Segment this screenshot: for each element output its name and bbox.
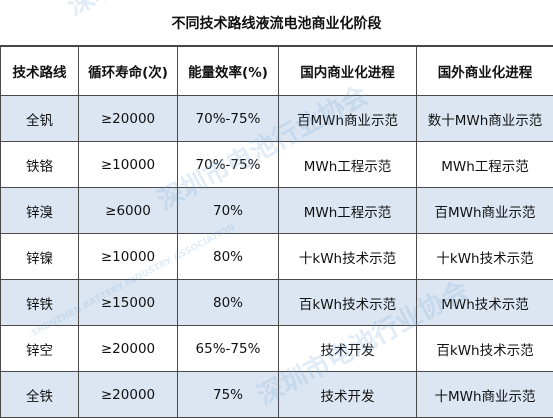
table-row: 全铁 ≥20000 75% 技术开发 十MWh商业示范 <box>1 372 553 418</box>
header-tech-route: 技术路线 <box>1 47 79 96</box>
cell-cycle-life: ≥10000 <box>79 234 178 280</box>
cell-energy-efficiency: 75% <box>178 372 279 418</box>
cell-cycle-life: ≥6000 <box>79 188 178 234</box>
cell-domestic-progress: 百MWh商业示范 <box>279 96 417 142</box>
cell-foreign-progress: 百kWh技术示范 <box>417 326 553 372</box>
cell-domestic-progress: 技术开发 <box>279 326 417 372</box>
commercialization-table: 技术路线 循环寿命(次) 能量效率(%) 国内商业化进程 国外商业化进程 全钒 … <box>0 46 553 418</box>
cell-foreign-progress: 百MWh商业示范 <box>417 188 553 234</box>
table-row: 全钒 ≥20000 70%-75% 百MWh商业示范 数十MWh商业示范 <box>1 96 553 142</box>
cell-domestic-progress: 百kWh技术示范 <box>279 280 417 326</box>
cell-tech-route: 铁铬 <box>1 142 79 188</box>
cell-cycle-life: ≥20000 <box>79 326 178 372</box>
cell-tech-route: 锌溴 <box>1 188 79 234</box>
cell-domestic-progress: 十kWh技术示范 <box>279 234 417 280</box>
cell-energy-efficiency: 80% <box>178 234 279 280</box>
cell-foreign-progress: MWh技术示范 <box>417 280 553 326</box>
cell-tech-route: 锌镍 <box>1 234 79 280</box>
header-energy-efficiency: 能量效率(%) <box>178 47 279 96</box>
cell-cycle-life: ≥10000 <box>79 142 178 188</box>
cell-energy-efficiency: 65%-75% <box>178 326 279 372</box>
header-foreign-progress: 国外商业化进程 <box>417 47 553 96</box>
table-row: 锌溴 ≥6000 70% MWh工程示范 百MWh商业示范 <box>1 188 553 234</box>
table-row: 铁铬 ≥10000 70%-75% MWh工程示范 MWh工程示范 <box>1 142 553 188</box>
table-row: 锌镍 ≥10000 80% 十kWh技术示范 十kWh技术示范 <box>1 234 553 280</box>
cell-tech-route: 全铁 <box>1 372 79 418</box>
cell-foreign-progress: 十kWh技术示范 <box>417 234 553 280</box>
header-row: 技术路线 循环寿命(次) 能量效率(%) 国内商业化进程 国外商业化进程 <box>1 47 553 96</box>
cell-tech-route: 锌空 <box>1 326 79 372</box>
table-row: 锌空 ≥20000 65%-75% 技术开发 百kWh技术示范 <box>1 326 553 372</box>
cell-domestic-progress: 技术开发 <box>279 372 417 418</box>
table-row: 锌铁 ≥15000 80% 百kWh技术示范 MWh技术示范 <box>1 280 553 326</box>
cell-tech-route: 锌铁 <box>1 280 79 326</box>
cell-domestic-progress: MWh工程示范 <box>279 142 417 188</box>
header-domestic-progress: 国内商业化进程 <box>279 47 417 96</box>
cell-cycle-life: ≥15000 <box>79 280 178 326</box>
cell-foreign-progress: 数十MWh商业示范 <box>417 96 553 142</box>
table-title: 不同技术路线液流电池商业化阶段 <box>0 0 553 46</box>
cell-cycle-life: ≥20000 <box>79 372 178 418</box>
cell-foreign-progress: 十MWh商业示范 <box>417 372 553 418</box>
cell-energy-efficiency: 80% <box>178 280 279 326</box>
cell-energy-efficiency: 70%-75% <box>178 142 279 188</box>
cell-energy-efficiency: 70%-75% <box>178 96 279 142</box>
header-cycle-life: 循环寿命(次) <box>79 47 178 96</box>
cell-cycle-life: ≥20000 <box>79 96 178 142</box>
cell-foreign-progress: MWh工程示范 <box>417 142 553 188</box>
cell-tech-route: 全钒 <box>1 96 79 142</box>
cell-energy-efficiency: 70% <box>178 188 279 234</box>
cell-domestic-progress: MWh工程示范 <box>279 188 417 234</box>
